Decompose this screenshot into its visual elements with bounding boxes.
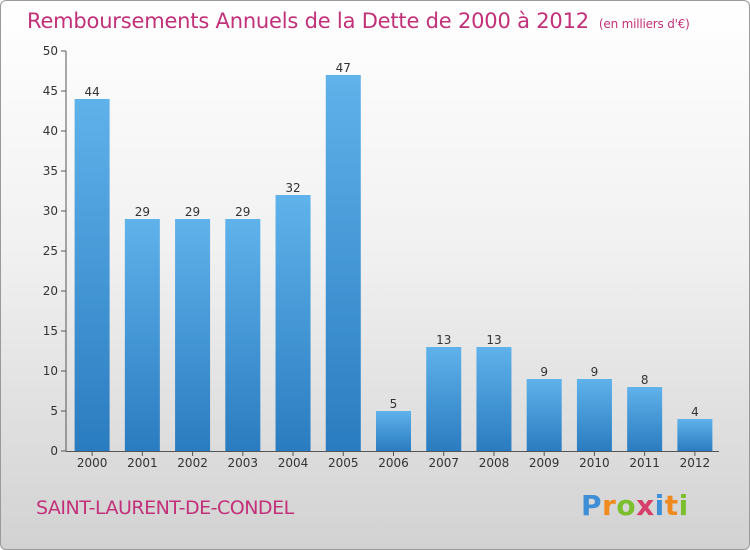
bar-value-label: 32 <box>285 181 300 195</box>
bar <box>225 219 261 451</box>
bar-value-label: 8 <box>641 373 649 387</box>
x-tick-label: 2003 <box>228 456 259 470</box>
bar-value-label: 13 <box>486 333 501 347</box>
y-tick-label: 30 <box>43 204 58 218</box>
chart-unit: (en milliers d'€) <box>598 17 690 31</box>
logo-letter: i <box>678 489 689 522</box>
bar <box>124 219 160 451</box>
x-tick-label: 2001 <box>127 456 158 470</box>
x-tick-label: 2012 <box>680 456 711 470</box>
x-tick-label: 2008 <box>479 456 510 470</box>
y-tick-label: 40 <box>43 124 58 138</box>
x-tick-label: 2002 <box>177 456 208 470</box>
x-tick-label: 2010 <box>579 456 610 470</box>
y-tick-label: 0 <box>50 444 58 458</box>
bar-value-label: 44 <box>84 85 99 99</box>
bar-value-label: 47 <box>336 61 351 75</box>
bar-value-label: 5 <box>390 397 398 411</box>
bar <box>627 387 663 451</box>
bar-value-label: 29 <box>185 205 200 219</box>
bar <box>74 99 110 451</box>
logo-letter: i <box>654 489 665 522</box>
bar <box>677 419 713 451</box>
bar <box>576 379 612 451</box>
bar <box>426 347 462 451</box>
logo-letter: x <box>636 489 655 522</box>
bar-value-label: 29 <box>235 205 250 219</box>
bar-value-label: 9 <box>540 365 548 379</box>
bar <box>526 379 562 451</box>
y-tick-label: 35 <box>43 164 58 178</box>
bar-value-label: 13 <box>436 333 451 347</box>
y-tick-label: 20 <box>43 284 58 298</box>
y-tick-label: 45 <box>43 84 58 98</box>
logo-letter: P <box>581 489 603 522</box>
x-tick-label: 2005 <box>328 456 359 470</box>
logo-letter: r <box>602 489 617 522</box>
logo-letter: t <box>664 489 679 522</box>
x-tick-label: 2011 <box>629 456 660 470</box>
bar <box>325 75 361 451</box>
bar-value-label: 4 <box>691 405 699 419</box>
x-tick-label: 2007 <box>428 456 459 470</box>
commune-name: SAINT-LAURENT-DE-CONDEL <box>36 497 294 519</box>
x-tick-label: 2000 <box>77 456 108 470</box>
x-tick-label: 2009 <box>529 456 560 470</box>
bar <box>175 219 211 451</box>
bar <box>476 347 512 451</box>
y-tick-label: 25 <box>43 244 58 258</box>
y-tick-label: 50 <box>43 44 58 58</box>
logo-letter: o <box>616 489 637 522</box>
proxiti-logo: Proxiti <box>581 489 689 522</box>
y-tick-label: 10 <box>43 364 58 378</box>
bar <box>275 195 311 451</box>
bar-value-label: 29 <box>135 205 150 219</box>
x-tick-label: 2006 <box>378 456 409 470</box>
bar-value-label: 9 <box>591 365 599 379</box>
bar <box>376 411 411 451</box>
y-tick-label: 15 <box>43 324 58 338</box>
y-tick-label: 5 <box>50 404 58 418</box>
chart-title: Remboursements Annuels de la Dette de 20… <box>27 9 690 33</box>
x-tick-label: 2004 <box>278 456 309 470</box>
